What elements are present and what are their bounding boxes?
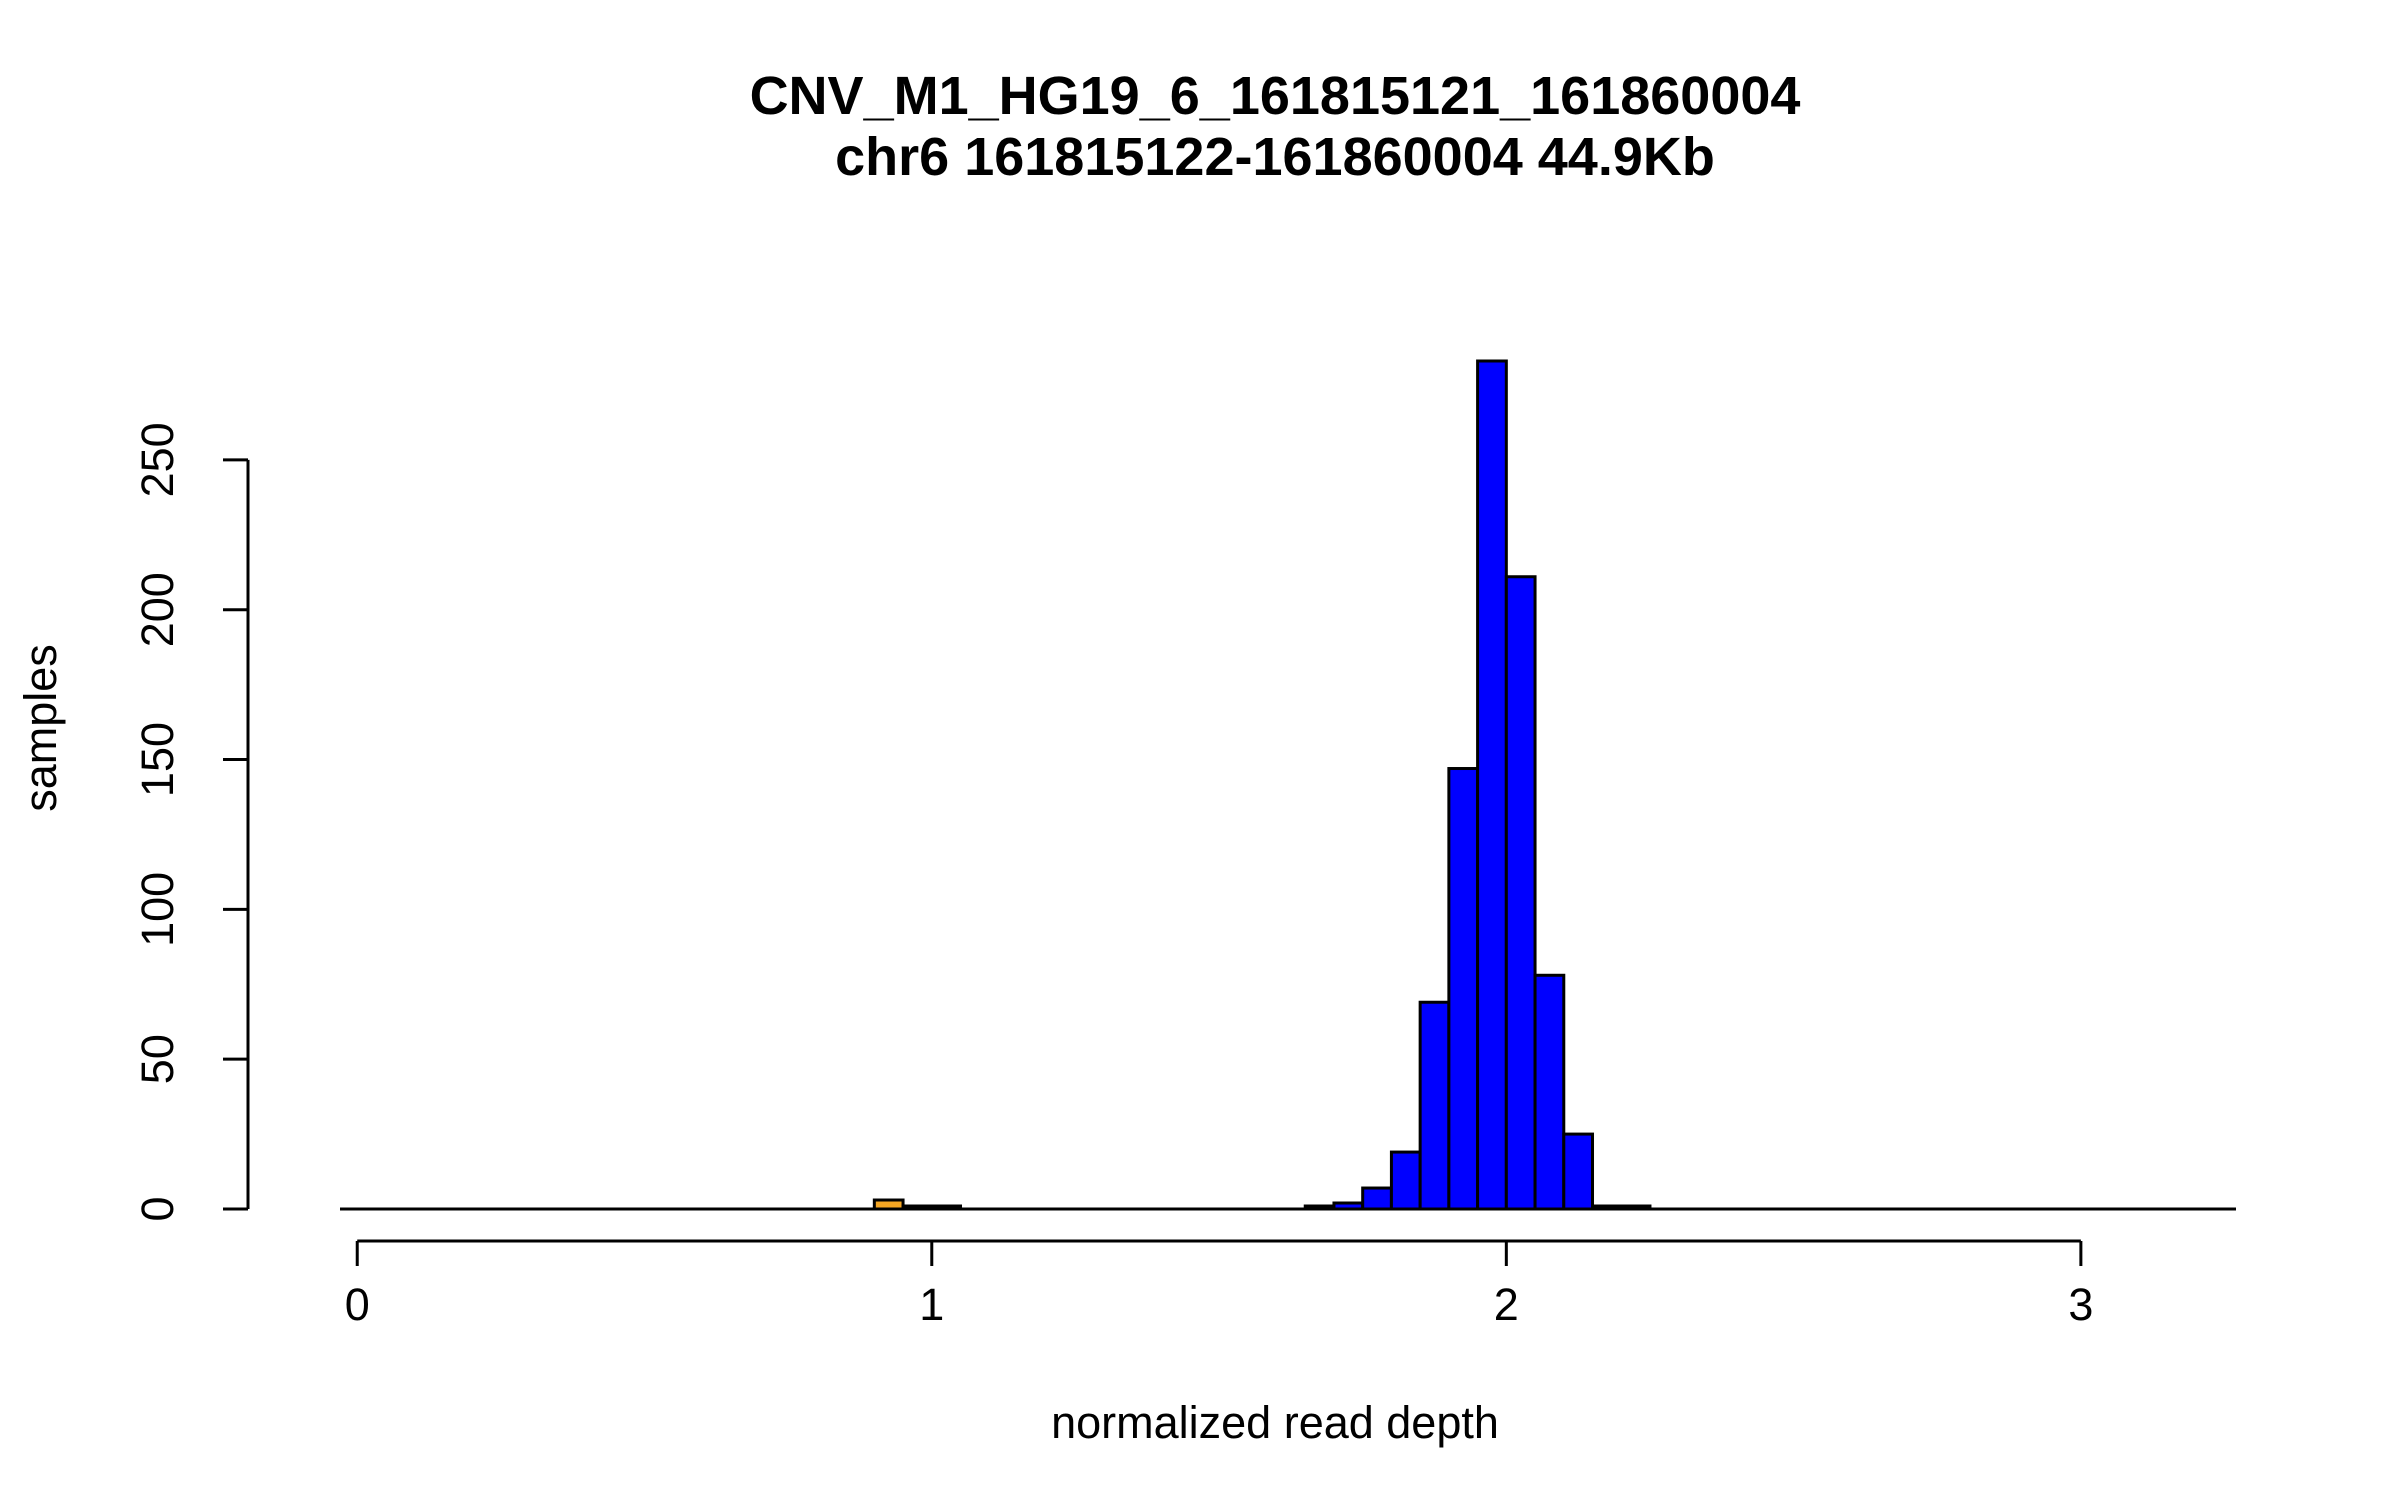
y-tick-label: 50 xyxy=(132,1034,183,1084)
chart-title: CNV_M1_HG19_6_161815121_161860004 xyxy=(750,66,1801,126)
y-tick-label: 0 xyxy=(132,1196,183,1221)
x-tick-label: 2 xyxy=(1494,1279,1519,1330)
histogram-bar xyxy=(1504,575,1537,1211)
bars-group xyxy=(872,359,1652,1211)
histogram-bar xyxy=(1447,767,1480,1211)
x-axis-label: normalized read depth xyxy=(1051,1397,1499,1448)
x-tick-label: 3 xyxy=(2068,1279,2093,1330)
x-tick-label: 1 xyxy=(919,1279,944,1330)
y-tick-label: 100 xyxy=(132,872,183,947)
histogram-bar xyxy=(1389,1150,1422,1211)
x-axis: 0 1 2 3 xyxy=(345,1239,2093,1330)
histogram-bar xyxy=(1562,1132,1595,1211)
x-tick-label: 0 xyxy=(345,1279,370,1330)
y-axis-label: samples xyxy=(15,644,66,812)
histogram-bar xyxy=(1533,973,1566,1211)
y-axis: 0 50 100 150 200 250 xyxy=(132,422,250,1222)
histogram-bar xyxy=(1476,359,1508,1211)
histogram-bar xyxy=(1418,1000,1451,1211)
chart-subtitle: chr6 161815122-161860004 44.9Kb xyxy=(835,127,1715,187)
y-tick-label: 200 xyxy=(132,572,183,647)
histogram-bar xyxy=(1361,1186,1393,1211)
y-tick-label: 250 xyxy=(132,422,183,497)
y-tick-label: 150 xyxy=(132,722,183,797)
